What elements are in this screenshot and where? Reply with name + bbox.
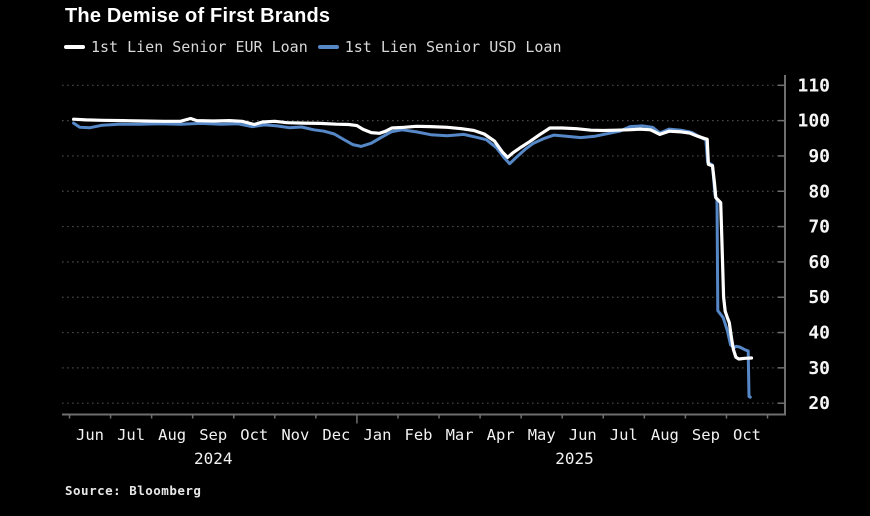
year-label: 2025 bbox=[555, 449, 594, 468]
series-line-usd bbox=[72, 121, 752, 399]
legend-item-eur: 1st Lien Senior EUR Loan bbox=[64, 38, 308, 56]
legend-item-usd: 1st Lien Senior USD Loan bbox=[317, 38, 562, 56]
y-tick-label: 80 bbox=[808, 181, 830, 202]
x-tick-label: Dec bbox=[322, 426, 350, 444]
y-tick-label: 100 bbox=[797, 111, 830, 132]
x-tick-label: Sep bbox=[199, 426, 227, 444]
y-tick-label: 110 bbox=[797, 75, 830, 96]
legend-label-usd: 1st Lien Senior USD Loan bbox=[344, 38, 562, 56]
x-tick-label: Feb bbox=[405, 426, 433, 444]
source-credit: Source: Bloomberg bbox=[65, 483, 202, 498]
x-tick-label: Jun bbox=[76, 426, 104, 444]
y-tick-label: 30 bbox=[808, 358, 830, 379]
usd-line-swatch-icon bbox=[317, 45, 339, 49]
chart-legend: 1st Lien Senior EUR Loan 1st Lien Senior… bbox=[64, 38, 572, 56]
x-tick-label: Jun bbox=[569, 426, 597, 444]
x-tick-label: Mar bbox=[446, 426, 474, 444]
x-tick-label: Aug bbox=[651, 426, 679, 444]
x-tick-label: Jul bbox=[117, 426, 145, 444]
legend-label-eur: 1st Lien Senior EUR Loan bbox=[91, 38, 308, 56]
series-line-eur bbox=[71, 116, 754, 361]
y-tick-label: 50 bbox=[808, 287, 830, 308]
year-label: 2024 bbox=[194, 449, 233, 468]
x-tick-label: Jul bbox=[610, 426, 638, 444]
eur-line-swatch-icon bbox=[64, 45, 85, 49]
x-tick-label: Sep bbox=[692, 426, 720, 444]
chart-title: The Demise of First Brands bbox=[65, 5, 331, 27]
x-tick-label: Oct bbox=[733, 426, 761, 444]
x-tick-label: Nov bbox=[281, 426, 309, 444]
y-tick-label: 60 bbox=[808, 252, 830, 273]
x-tick-label: Oct bbox=[240, 426, 268, 444]
y-tick-label: 90 bbox=[808, 146, 830, 167]
x-tick-label: Jan bbox=[363, 426, 391, 444]
y-tick-label: 40 bbox=[808, 323, 830, 344]
x-tick-label: May bbox=[528, 426, 556, 444]
y-tick-label: 70 bbox=[808, 217, 830, 238]
y-tick-label: 20 bbox=[808, 393, 830, 414]
x-tick-label: Apr bbox=[487, 426, 515, 444]
x-tick-label: Aug bbox=[158, 426, 186, 444]
